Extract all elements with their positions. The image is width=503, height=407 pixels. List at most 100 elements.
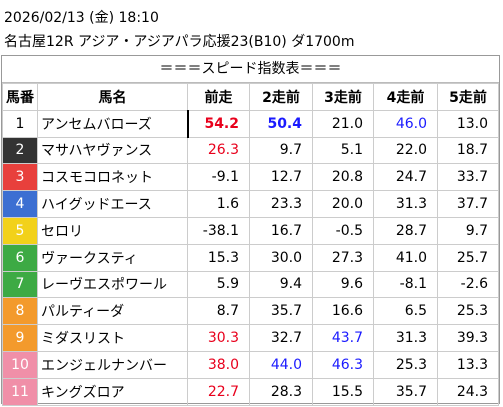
speed-index: 9.6: [312, 270, 374, 299]
horse-number: 9: [2, 324, 38, 352]
race-info: 名古屋12R アジア・アジアパラ応援23(B10) ダ1700m: [4, 34, 355, 50]
speed-index: 21.0: [312, 109, 374, 138]
row: 6 ヴァークスティ 15.3 30.0 27.3 41.0 25.7: [2, 243, 499, 272]
column-header: 3走前: [312, 83, 374, 111]
speed-index: 28.3: [249, 377, 313, 406]
column-header: 4走前: [373, 83, 438, 111]
speed-index: 8.7: [187, 297, 250, 326]
speed-index: 43.7: [312, 324, 374, 352]
column-header: 5走前: [437, 83, 499, 111]
speed-table: 馬番 馬名 前走 2走前 3走前 4走前 5走前 1 アンセムバローズ 54.2 50.4 21.0…: [2, 83, 499, 406]
speed-index: -9.1: [187, 163, 250, 192]
row: 7 レーヴエスポワール 5.9 9.4 9.6 -8.1 -2.6: [2, 270, 499, 299]
speed-index: -0.5: [312, 216, 374, 245]
horse-name: アンセムバローズ: [37, 109, 188, 138]
speed-index: 28.7: [373, 216, 438, 245]
horse-name: コスモコロネット: [37, 163, 188, 192]
column-header: 馬番: [2, 83, 38, 111]
column-header: 2走前: [249, 83, 313, 111]
datetime: 2026/02/13 (金) 18:10: [4, 10, 159, 26]
row: 9 ミダスリスト 30.3 32.7 43.7 31.3 39.3: [2, 324, 499, 352]
speed-index: -2.6: [437, 270, 499, 299]
horse-name: セロリ: [37, 216, 188, 245]
speed-index: 16.6: [312, 297, 374, 326]
horse-name: マサハヤヴァンス: [37, 136, 188, 165]
speed-index: 20.8: [312, 163, 374, 192]
speed-index: 23.3: [249, 190, 313, 218]
speed-index: 25.3: [437, 297, 499, 326]
header-row: 馬番 馬名 前走 2走前 3走前 4走前 5走前: [2, 83, 499, 111]
speed-index: 39.3: [437, 324, 499, 352]
speed-index: 25.3: [373, 350, 438, 379]
speed-index: 22.0: [373, 136, 438, 165]
horse-name: キングズロア: [37, 377, 188, 406]
horse-name: レーヴエスポワール: [37, 270, 188, 299]
row: 5 セロリ -38.1 16.7 -0.5 28.7 9.7: [2, 216, 499, 245]
horse-number: 1: [2, 109, 38, 138]
speed-index: 37.7: [437, 190, 499, 218]
speed-index: 20.0: [312, 190, 374, 218]
speed-index: -8.1: [373, 270, 438, 299]
horse-number: 3: [2, 163, 38, 192]
speed-index: 35.7: [249, 297, 313, 326]
horse-number: 2: [2, 136, 38, 165]
table-box: ＝＝＝スピード指数表＝＝＝ 馬番 馬名 前走 2走前 3走前 4走前 5走前 1 アンセムバロ…: [1, 55, 500, 406]
horse-number: 6: [2, 243, 38, 272]
speed-index: 9.7: [249, 136, 313, 165]
row: 1 アンセムバローズ 54.2 50.4 21.0 46.0 13.0: [2, 109, 499, 138]
speed-index: 24.3: [437, 377, 499, 406]
speed-index: 41.0: [373, 243, 438, 272]
speed-index: 44.0: [249, 350, 313, 379]
speed-index: 6.5: [373, 297, 438, 326]
speed-index: 13.3: [437, 350, 499, 379]
horse-name: ハイグッドエース: [37, 190, 188, 218]
table-title: ＝＝＝スピード指数表＝＝＝: [2, 56, 499, 83]
row: 3 コスモコロネット -9.1 12.7 20.8 24.7 33.7: [2, 163, 499, 192]
speed-index: 1.6: [187, 190, 250, 218]
speed-index: 24.7: [373, 163, 438, 192]
row: 10 エンジェルナンバー 38.0 44.0 46.3 25.3 13.3: [2, 350, 499, 379]
speed-index: 9.4: [249, 270, 313, 299]
horse-number: 10: [2, 350, 38, 379]
speed-index: 5.9: [187, 270, 250, 299]
horse-name: パルティーダ: [37, 297, 188, 326]
horse-number: 11: [2, 377, 38, 406]
speed-index: 12.7: [249, 163, 313, 192]
speed-index: 16.7: [249, 216, 313, 245]
horse-name: エンジェルナンバー: [37, 350, 188, 379]
row: 11 キングズロア 22.7 28.3 15.5 35.7 24.3: [2, 377, 499, 406]
speed-index: 30.0: [249, 243, 313, 272]
column-header: 前走: [187, 83, 250, 111]
speed-index: 15.5: [312, 377, 374, 406]
speed-index: 31.3: [373, 324, 438, 352]
speed-index: 50.4: [249, 109, 313, 138]
speed-index: 26.3: [187, 136, 250, 165]
speed-index: 46.3: [312, 350, 374, 379]
speed-index: 15.3: [187, 243, 250, 272]
speed-index: 9.7: [437, 216, 499, 245]
row: 4 ハイグッドエース 1.6 23.3 20.0 31.3 37.7: [2, 190, 499, 218]
speed-index: -38.1: [187, 216, 250, 245]
speed-index: 35.7: [373, 377, 438, 406]
speed-index: 27.3: [312, 243, 374, 272]
row: 8 パルティーダ 8.7 35.7 16.6 6.5 25.3: [2, 297, 499, 326]
row: 2 マサハヤヴァンス 26.3 9.7 5.1 22.0 18.7: [2, 136, 499, 165]
speed-index: 13.0: [437, 109, 499, 138]
horse-number: 4: [2, 190, 38, 218]
speed-index: 22.7: [187, 377, 250, 406]
speed-index: 25.7: [437, 243, 499, 272]
speed-index: 30.3: [187, 324, 250, 352]
speed-index: 5.1: [312, 136, 374, 165]
horse-number: 8: [2, 297, 38, 326]
speed-index: 54.2: [186, 109, 250, 138]
horse-number: 5: [2, 216, 38, 245]
speed-index: 38.0: [187, 350, 250, 379]
speed-index: 46.0: [373, 109, 438, 138]
speed-index: 33.7: [437, 163, 499, 192]
horse-name: ヴァークスティ: [37, 243, 188, 272]
horse-name: ミダスリスト: [37, 324, 188, 352]
speed-index: 31.3: [373, 190, 438, 218]
speed-index: 18.7: [437, 136, 499, 165]
column-header: 馬名: [37, 83, 188, 111]
horse-number: 7: [2, 270, 38, 299]
